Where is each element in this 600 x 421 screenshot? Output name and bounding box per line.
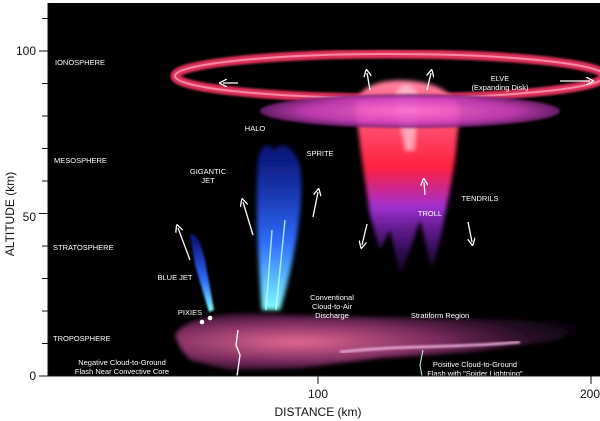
y-tick-label: 100 — [16, 44, 36, 58]
y-tick-label: 0 — [29, 369, 36, 383]
thundercloud — [175, 313, 580, 377]
label-neg-cg-2: Flash Near Convective Core — [75, 367, 169, 376]
label-pixies: PIXIES — [178, 308, 202, 317]
y-tick-label: 50 — [23, 210, 37, 224]
layer-troposphere: TROPOSPHERE — [53, 334, 111, 343]
label-pos-cg-1: Positive Cloud-to-Ground — [433, 360, 517, 369]
label-blue-jet: BLUE JET — [157, 273, 192, 282]
label-sprite: SPRITE — [306, 149, 333, 158]
label-halo: HALO — [245, 124, 266, 133]
label-neg-cg-1: Negative Cloud-to-Ground — [78, 358, 166, 367]
halo-disk — [260, 94, 560, 128]
label-troll: TROLL — [418, 209, 442, 218]
x-tick-label: 100 — [308, 387, 328, 401]
label-stratiform: Stratiform Region — [411, 311, 469, 320]
layer-stratosphere: STRATOSPHERE — [53, 243, 114, 252]
label-cloud-to-air-3: Discharge — [315, 311, 349, 320]
label-tendrils: TENDRILS — [461, 194, 498, 203]
y-axis-label: ALTITUDE (km) — [3, 172, 17, 256]
label-gigantic-jet: GIGANTIC — [190, 167, 227, 176]
gigantic-jet — [256, 145, 302, 311]
x-axis-label: DISTANCE (km) — [274, 405, 361, 419]
layer-ionosphere: IONOSPHERE — [55, 58, 105, 67]
pixie-dot — [199, 319, 205, 325]
label-gigantic-jet-2: JET — [201, 176, 215, 185]
axes: 0 50 100 100 200 DISTANCE (km) ALTITUDE … — [3, 3, 600, 419]
label-cloud-to-air-2: Cloud-to-Air — [312, 302, 353, 311]
plot-background — [48, 3, 600, 376]
label-elve-sub: (Expanding Disk) — [471, 83, 529, 92]
blue-jet — [190, 234, 214, 312]
pixie-dot — [207, 315, 213, 321]
layer-mesosphere: MESOSPHERE — [54, 156, 107, 165]
label-pos-cg-2: Flash with "Spider Lightning" — [427, 369, 523, 378]
label-cloud-to-air-1: Conventional — [310, 293, 354, 302]
motion-arrows — [178, 73, 590, 261]
x-tick-label: 200 — [580, 387, 600, 401]
label-elve: ELVE — [491, 74, 510, 83]
